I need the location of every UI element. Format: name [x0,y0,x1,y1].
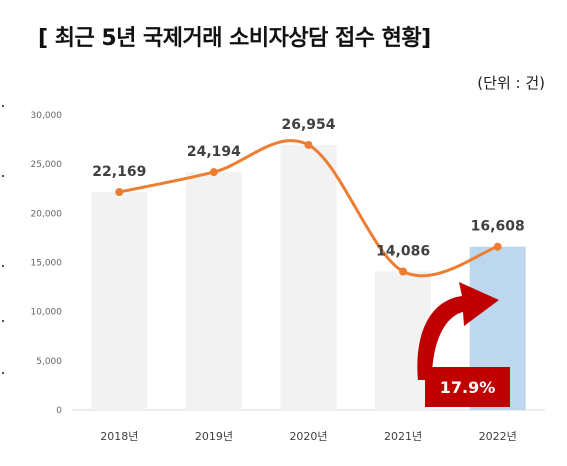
arrow-shape [417,282,499,380]
unit-label: (단위 : 건) [477,74,545,92]
data-label: 24,194 [187,144,241,160]
series-point [399,267,408,276]
data-labels: 22,169 24,194 26,954 14,086 16,608 [92,117,524,260]
series-point [115,188,124,197]
y-tick-label: 10,000 [31,308,63,318]
series-point [493,242,502,251]
bar [280,144,337,410]
data-label: 16,608 [471,219,525,235]
series-point [209,168,218,177]
bar [91,192,148,410]
y-tick-label: 30,000 [31,111,63,121]
bar [185,172,242,410]
y-tick-label: 5,000 [36,357,62,367]
series-line [117,139,500,278]
y-tick-label: 0 [56,406,62,416]
trend-line [115,139,502,278]
x-tick-label: 2022년 [479,430,517,443]
data-label: 26,954 [281,117,335,133]
chart-title: [ 최근 5년 국제거래 소비자상담 접수 현황] [38,26,431,51]
growth-badge: 17.9% [425,367,510,407]
y-tick-label: 25,000 [31,160,63,170]
y-tick-label: 15,000 [31,259,63,269]
x-tick-label: 2020년 [289,430,327,443]
x-tick-label: 2019년 [195,430,233,443]
y-tick-label: 20,000 [31,209,63,219]
x-tick-label: 2021년 [384,430,422,443]
data-label: 14,086 [376,243,430,259]
series-point [304,140,313,149]
x-tick-label: 2018년 [100,430,138,443]
x-axis: 2018년 2019년 2020년 2021년 2022년 [100,430,517,443]
data-label: 22,169 [92,164,146,180]
growth-arrow [417,282,499,380]
